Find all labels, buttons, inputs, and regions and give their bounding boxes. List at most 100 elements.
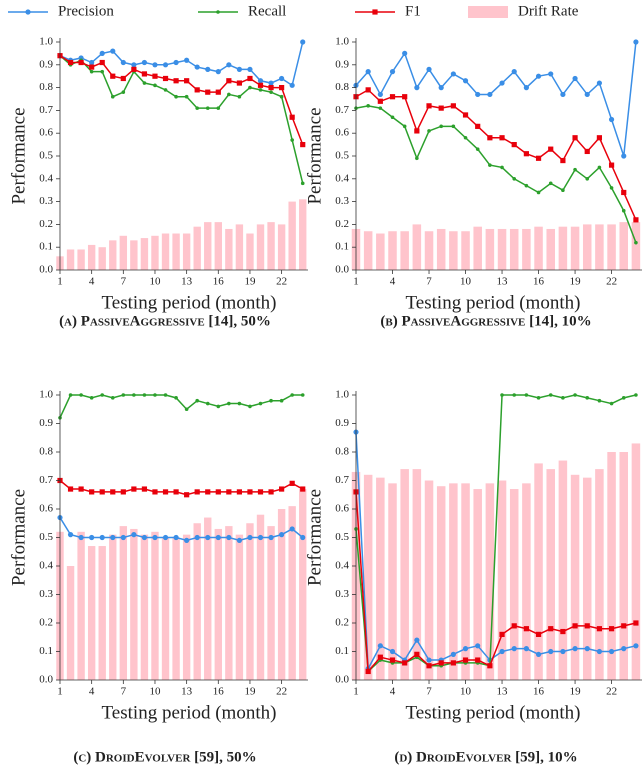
bar <box>473 226 482 270</box>
marker <box>153 83 157 88</box>
y-tick-label: 0.1 <box>39 241 53 253</box>
marker <box>535 73 542 79</box>
bar <box>151 235 159 270</box>
marker <box>560 648 566 655</box>
caption: (d) DroidEvolver [59], 10% <box>394 749 577 765</box>
bar <box>558 460 568 680</box>
marker <box>548 648 554 655</box>
marker <box>438 660 444 666</box>
marker <box>237 401 242 406</box>
x-tick-label: 4 <box>390 276 396 288</box>
plot-area <box>351 393 641 680</box>
marker <box>247 534 253 541</box>
bar <box>87 244 96 270</box>
bar <box>570 474 580 680</box>
marker <box>634 393 638 397</box>
line <box>59 55 304 145</box>
bar <box>558 226 568 270</box>
marker <box>184 492 190 498</box>
line <box>59 41 304 87</box>
marker <box>365 69 371 75</box>
marker <box>608 162 615 168</box>
marker <box>67 532 74 538</box>
marker <box>621 396 626 400</box>
marker <box>194 489 200 495</box>
marker <box>438 85 444 91</box>
y-tick-label: 0.0 <box>39 674 53 686</box>
bar <box>582 224 592 270</box>
legend-label: Recall <box>248 3 286 19</box>
marker <box>89 534 95 541</box>
marker <box>67 486 74 492</box>
marker <box>131 66 137 72</box>
y-tick-label: 0.3 <box>39 195 53 207</box>
panel: 0.0 0.1 0.2 0.3 0.4 0.5 0.6 0.7 0.8 0.9 1.0 1 4 7 10 13… <box>8 389 308 765</box>
marker <box>596 80 603 86</box>
marker <box>237 94 242 99</box>
marker <box>597 398 602 403</box>
bar <box>485 483 495 680</box>
marker <box>78 486 84 492</box>
bar <box>109 534 117 680</box>
marker <box>226 489 232 495</box>
marker <box>499 648 505 655</box>
marker <box>163 393 168 397</box>
y-tick-label: 0.1 <box>335 645 349 657</box>
marker <box>535 631 542 637</box>
y-tick-label: 0.3 <box>39 588 53 600</box>
marker <box>257 489 264 495</box>
marker <box>487 135 493 141</box>
marker <box>173 78 179 84</box>
x-tick-label: 16 <box>533 276 545 288</box>
x-tick-label: 16 <box>213 686 225 698</box>
marker <box>152 489 158 495</box>
marker <box>205 106 210 110</box>
marker <box>216 404 221 409</box>
y-tick-label: 0.8 <box>335 81 349 93</box>
marker <box>205 534 211 541</box>
marker <box>194 87 200 93</box>
y-tick-label: 0.1 <box>335 241 349 253</box>
marker <box>184 57 190 63</box>
marker <box>572 646 578 652</box>
bar <box>182 233 191 270</box>
bar <box>256 224 265 270</box>
marker <box>89 489 95 495</box>
marker <box>141 71 148 77</box>
marker <box>535 651 542 657</box>
x-tick-label: 19 <box>244 686 256 698</box>
marker <box>573 393 577 397</box>
marker <box>572 75 578 82</box>
x-tick-label: 7 <box>426 686 432 698</box>
marker <box>377 98 383 104</box>
bar <box>140 534 149 680</box>
marker <box>142 81 147 85</box>
marker <box>257 78 264 84</box>
marker <box>99 59 105 66</box>
marker <box>184 94 189 99</box>
marker <box>279 94 284 99</box>
marker <box>257 534 264 541</box>
marker <box>475 147 480 151</box>
bar <box>546 228 555 270</box>
bar <box>461 483 470 680</box>
marker <box>289 480 295 486</box>
marker <box>560 628 566 635</box>
marker <box>279 85 285 91</box>
marker <box>499 631 505 637</box>
bar <box>98 247 106 270</box>
marker <box>500 393 504 397</box>
legend-label: F1 <box>405 3 421 19</box>
bar <box>522 228 531 270</box>
bar <box>77 249 85 270</box>
marker <box>100 393 105 397</box>
bar <box>607 452 616 680</box>
marker <box>536 396 541 400</box>
bar <box>522 483 531 680</box>
legend-swatch <box>468 6 508 18</box>
marker <box>596 135 603 141</box>
bar <box>607 224 616 270</box>
x-tick-label: 13 <box>497 276 509 288</box>
x-axis-label: Testing period (month) <box>102 702 277 723</box>
legend: Precision Recall F1 Drift Rate <box>8 3 579 19</box>
